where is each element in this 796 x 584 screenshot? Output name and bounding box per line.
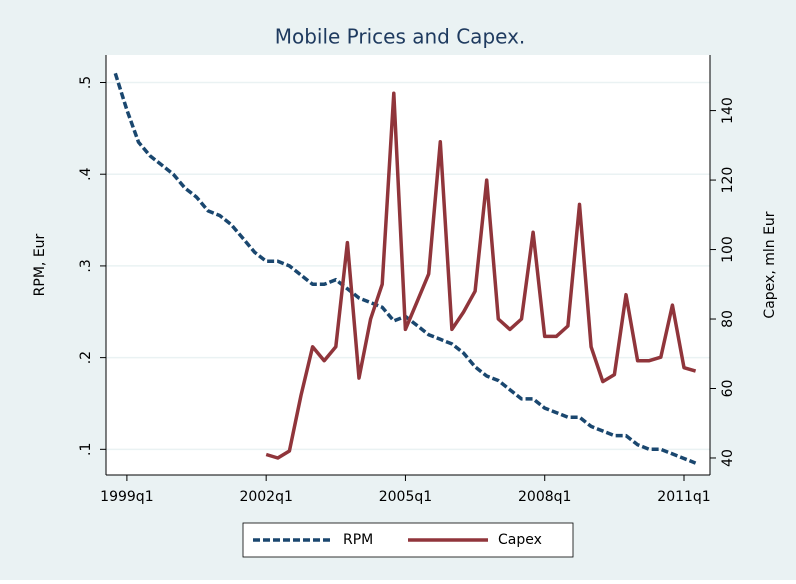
y2-tick-label: 40 [720,449,736,467]
x-tick-label: 2005q1 [379,489,432,505]
y-tick-label: .2 [78,351,94,364]
x-tick-label: 2008q1 [518,489,571,505]
legend-label: RPM [343,532,373,548]
y2-tick-label: 120 [720,167,736,194]
y-tick-label: .5 [78,76,94,89]
y2-tick-label: 140 [720,97,736,124]
chart-title: Mobile Prices and Capex. [275,25,526,49]
x-tick-label: 1999q1 [100,489,153,505]
y-tick-label: .4 [78,167,94,180]
y2-tick-label: 100 [720,236,736,263]
y-tick-label: .3 [78,259,94,272]
y-axis-title: RPM, Eur [32,233,48,296]
x-tick-label: 2002q1 [239,489,292,505]
legend-label: Capex [498,532,542,548]
y-tick-label: .1 [78,443,94,456]
y2-tick-label: 80 [720,310,736,328]
plot-area [106,55,710,475]
y2-axis-title: Capex, mln Eur [762,211,778,318]
x-tick-label: 2011q1 [657,489,710,505]
y2-tick-label: 60 [720,380,736,398]
series-line [265,91,697,460]
